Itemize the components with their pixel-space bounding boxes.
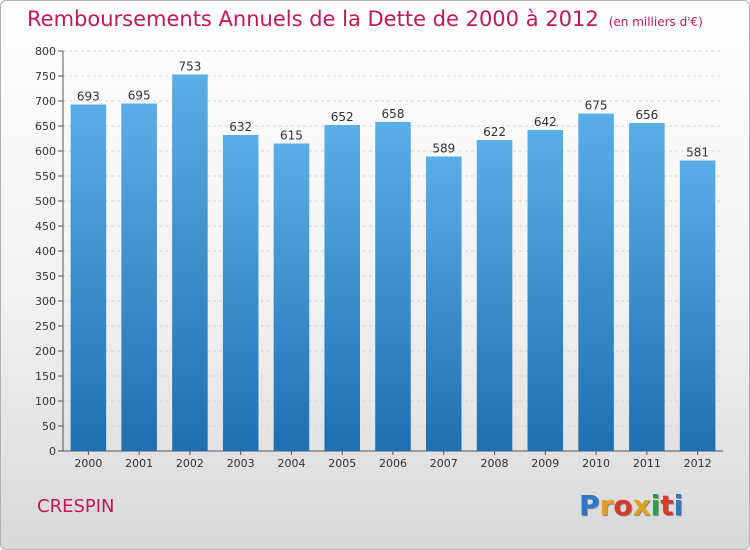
data-label-2009: 642	[534, 115, 557, 129]
x-tick-label-2000: 2000	[74, 457, 102, 470]
bar-2000[interactable]	[70, 104, 107, 452]
data-label-2003: 632	[229, 120, 252, 134]
chart-title: Remboursements Annuels de la Dette de 20…	[27, 7, 703, 31]
logo-letter: P	[579, 489, 600, 522]
bar-2007[interactable]	[426, 156, 462, 452]
x-tick-label-2009: 2009	[531, 457, 559, 470]
logo-letter: i	[650, 489, 661, 522]
bar-2004[interactable]	[273, 143, 310, 452]
data-label-2008: 622	[483, 125, 506, 139]
y-tick-label: 50	[42, 420, 56, 433]
y-tick-label: 400	[35, 245, 56, 258]
chart-unit: (en milliers d'€)	[608, 15, 703, 29]
bar-2001[interactable]	[121, 103, 157, 452]
bar-2012[interactable]	[679, 160, 716, 452]
x-tick-label-2012: 2012	[684, 457, 712, 470]
x-tick-label-2010: 2010	[582, 457, 610, 470]
data-label-2005: 652	[331, 110, 354, 124]
data-label-2004: 615	[280, 129, 303, 143]
logo-letter: t	[660, 489, 674, 522]
x-tick-label-2005: 2005	[328, 457, 356, 470]
logo-letter: x	[632, 489, 651, 522]
y-tick-label: 250	[35, 320, 56, 333]
y-tick-label: 450	[35, 220, 56, 233]
logo-letter: o	[613, 489, 633, 522]
logo-letter: i	[673, 489, 684, 522]
y-tick-label: 650	[35, 120, 56, 133]
data-label-2007: 589	[432, 142, 455, 156]
y-tick-label: 0	[49, 445, 56, 458]
x-tick-label-2006: 2006	[379, 457, 407, 470]
x-tick-label-2011: 2011	[633, 457, 661, 470]
bars	[70, 74, 716, 452]
proxiti-logo[interactable]: Proxiti	[579, 489, 683, 522]
x-tick-label-2003: 2003	[227, 457, 255, 470]
x-tick-label-2002: 2002	[176, 457, 204, 470]
x-tick-label-2008: 2008	[481, 457, 509, 470]
bar-2003[interactable]	[222, 135, 259, 451]
bar-2005[interactable]	[324, 125, 360, 451]
chart-title-text: Remboursements Annuels de la Dette de 20…	[27, 7, 599, 31]
y-tick-label: 750	[35, 70, 56, 83]
bar-2009[interactable]	[527, 130, 564, 451]
x-tick-label-2004: 2004	[277, 457, 305, 470]
y-tick-label: 700	[35, 95, 56, 108]
data-label-2006: 658	[382, 107, 405, 121]
y-tick-label: 200	[35, 345, 56, 358]
data-label-2010: 675	[585, 99, 608, 113]
data-label-2000: 693	[77, 90, 100, 104]
data-label-2011: 656	[635, 108, 658, 122]
x-tick-label-2007: 2007	[430, 457, 458, 470]
x-tick-label-2001: 2001	[125, 457, 153, 470]
logo-letter: r	[599, 489, 614, 522]
y-tick-label: 600	[35, 145, 56, 158]
y-tick-label: 500	[35, 195, 56, 208]
y-tick-label: 550	[35, 170, 56, 183]
bar-2008[interactable]	[476, 140, 513, 451]
data-label-2012: 581	[686, 146, 709, 160]
bar-2011[interactable]	[629, 123, 665, 451]
data-label-2001: 695	[128, 89, 151, 103]
y-tick-label: 100	[35, 395, 56, 408]
y-tick-label: 150	[35, 370, 56, 383]
bar-2010[interactable]	[578, 113, 614, 452]
data-label-2002: 753	[178, 60, 201, 74]
y-tick-label: 300	[35, 295, 56, 308]
commune-name: CRESPIN	[37, 496, 115, 517]
bar-2002[interactable]	[172, 74, 208, 452]
y-tick-label: 800	[35, 45, 56, 58]
bar-2006[interactable]	[375, 122, 411, 451]
labels: 693 2000 695 2001 753 2002 632 2003 615 2004 652 20…	[74, 60, 711, 471]
y-tick-label: 350	[35, 270, 56, 283]
